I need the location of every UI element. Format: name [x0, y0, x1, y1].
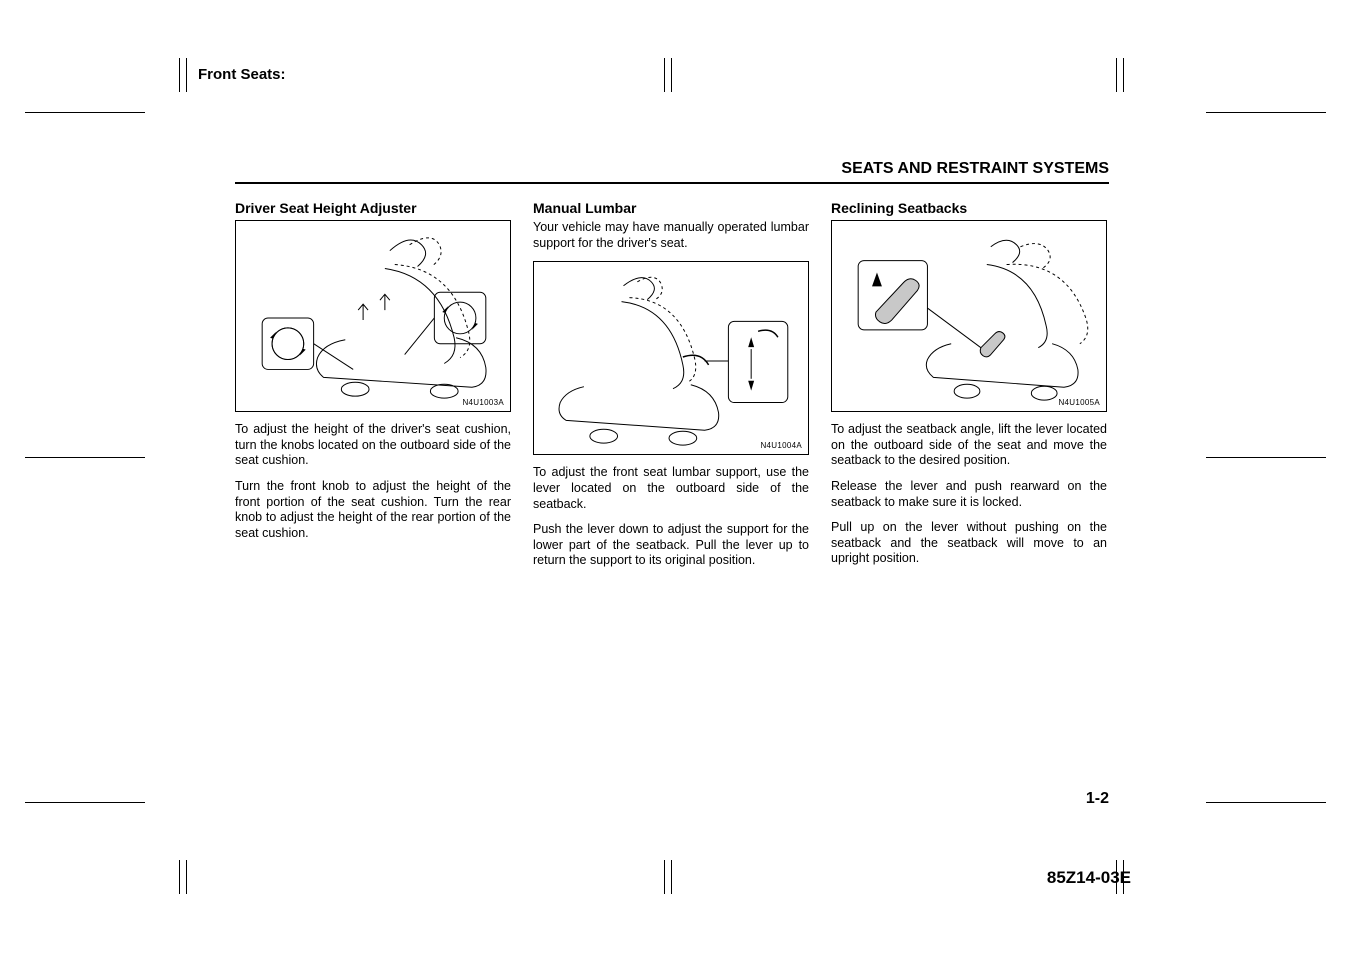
- paragraph: To adjust the height of the driver's sea…: [235, 422, 511, 469]
- figure-id: N4U1003A: [462, 398, 504, 407]
- crop-mark: [1206, 800, 1326, 808]
- crop-mark: [1206, 110, 1326, 118]
- section-rule: [235, 182, 1109, 184]
- figure-id: N4U1005A: [1058, 398, 1100, 407]
- figure-driver-seat-height: N4U1003A: [235, 220, 511, 412]
- column-2: Manual Lumbar Your vehicle may have manu…: [533, 200, 809, 579]
- heading-reclining-seatbacks: Reclining Seatbacks: [831, 200, 1107, 216]
- figure-manual-lumbar: N4U1004A: [533, 261, 809, 455]
- crop-mark: [1206, 455, 1326, 463]
- paragraph: Release the lever and push rearward on t…: [831, 479, 1107, 510]
- crop-mark: [25, 800, 145, 808]
- crop-mark: [25, 455, 145, 463]
- paragraph: Your vehicle may have manually operated …: [533, 220, 809, 251]
- heading-manual-lumbar: Manual Lumbar: [533, 200, 809, 216]
- page: Front Seats: SEATS AND RESTRAINT SYSTEMS…: [0, 0, 1351, 954]
- content-columns: Driver Seat Height Adjuster: [235, 200, 1109, 579]
- document-code: 85Z14-03E: [1047, 868, 1131, 888]
- paragraph: Push the lever down to adjust the suppor…: [533, 522, 809, 569]
- section-title: SEATS AND RESTRAINT SYSTEMS: [235, 160, 1109, 178]
- column-3: Reclining Seatbacks: [831, 200, 1107, 579]
- paragraph: To adjust the seatback angle, lift the l…: [831, 422, 1107, 469]
- running-head: Front Seats:: [198, 66, 286, 83]
- page-number: 1-2: [1086, 790, 1109, 808]
- figure-reclining-seatbacks: N4U1005A: [831, 220, 1107, 412]
- paragraph: Pull up on the lever without pushing on …: [831, 520, 1107, 567]
- paragraph: To adjust the front seat lumbar support,…: [533, 465, 809, 512]
- column-1: Driver Seat Height Adjuster: [235, 200, 511, 579]
- figure-id: N4U1004A: [760, 441, 802, 450]
- heading-driver-seat-height: Driver Seat Height Adjuster: [235, 200, 511, 216]
- crop-mark: [25, 110, 145, 118]
- paragraph: Turn the front knob to adjust the height…: [235, 479, 511, 542]
